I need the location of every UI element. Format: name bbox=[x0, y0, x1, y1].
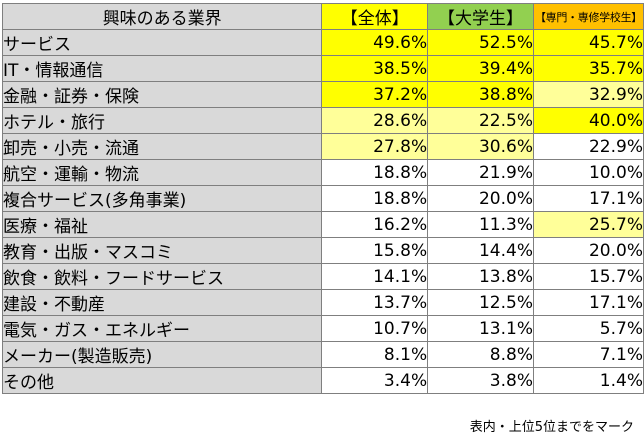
value-cell-vocational: 1.4% bbox=[532, 367, 644, 394]
row-label: サービス bbox=[1, 29, 323, 56]
industry-interest-table: 興味のある業界 【全体】 【大学生】 【専門・専修学校生】 サービス 49.6% 5… bbox=[1, 3, 644, 394]
row-label: その他 bbox=[1, 367, 323, 394]
value-cell-university: 13.1% bbox=[427, 315, 534, 342]
row-label: メーカー(製造販売) bbox=[1, 341, 323, 368]
header-vocational: 【専門・専修学校生】 bbox=[532, 3, 644, 30]
table-row: 卸売・小売・流通 27.8% 30.6% 22.9% bbox=[1, 133, 644, 160]
header-all: 【全体】 bbox=[321, 3, 429, 30]
value-cell-all: 15.8% bbox=[321, 237, 429, 264]
table-row: 金融・証券・保険 37.2% 38.8% 32.9% bbox=[1, 81, 644, 108]
value-cell-university: 3.8% bbox=[427, 367, 534, 394]
value-cell-all: 18.8% bbox=[321, 185, 429, 212]
value-cell-vocational: 5.7% bbox=[532, 315, 644, 342]
value-cell-vocational: 45.7% bbox=[532, 29, 644, 56]
table-body: サービス 49.6% 52.5% 45.7% IT・情報通信 38.5% 39.4% 35.7… bbox=[1, 29, 644, 394]
row-label: 金融・証券・保険 bbox=[1, 81, 323, 108]
table-row: サービス 49.6% 52.5% 45.7% bbox=[1, 29, 644, 56]
row-label: 飲食・飲料・フードサービス bbox=[1, 263, 323, 290]
value-cell-university: 14.4% bbox=[427, 237, 534, 264]
table-row: ホテル・旅行 28.6% 22.5% 40.0% bbox=[1, 107, 644, 134]
value-cell-all: 18.8% bbox=[321, 159, 429, 186]
value-cell-university: 52.5% bbox=[427, 29, 534, 56]
row-label: 教育・出版・マスコミ bbox=[1, 237, 323, 264]
value-cell-university: 8.8% bbox=[427, 341, 534, 368]
row-label: ホテル・旅行 bbox=[1, 107, 323, 134]
value-cell-vocational: 40.0% bbox=[532, 107, 644, 134]
header-university: 【大学生】 bbox=[427, 3, 534, 30]
value-cell-university: 20.0% bbox=[427, 185, 534, 212]
value-cell-all: 14.1% bbox=[321, 263, 429, 290]
table-row: IT・情報通信 38.5% 39.4% 35.7% bbox=[1, 55, 644, 82]
value-cell-vocational: 20.0% bbox=[532, 237, 644, 264]
table-row: 飲食・飲料・フードサービス 14.1% 13.8% 15.7% bbox=[1, 263, 644, 290]
value-cell-university: 11.3% bbox=[427, 211, 534, 238]
table-note: 表内・上位5位までをマーク bbox=[469, 420, 634, 435]
table-row: メーカー(製造販売) 8.1% 8.8% 7.1% bbox=[1, 341, 644, 368]
row-label: IT・情報通信 bbox=[1, 55, 323, 82]
value-cell-vocational: 22.9% bbox=[532, 133, 644, 160]
table-row: 電気・ガス・エネルギー 10.7% 13.1% 5.7% bbox=[1, 315, 644, 342]
value-cell-all: 37.2% bbox=[321, 81, 429, 108]
value-cell-vocational: 35.7% bbox=[532, 55, 644, 82]
table-row: 複合サービス(多角事業) 18.8% 20.0% 17.1% bbox=[1, 185, 644, 212]
value-cell-vocational: 7.1% bbox=[532, 341, 644, 368]
value-cell-vocational: 17.1% bbox=[532, 289, 644, 316]
value-cell-all: 13.7% bbox=[321, 289, 429, 316]
table-row: その他 3.4% 3.8% 1.4% bbox=[1, 367, 644, 394]
table-row: 医療・福祉 16.2% 11.3% 25.7% bbox=[1, 211, 644, 238]
table-row: 建設・不動産 13.7% 12.5% 17.1% bbox=[1, 289, 644, 316]
table-row: 航空・運輸・物流 18.8% 21.9% 10.0% bbox=[1, 159, 644, 186]
row-label: 航空・運輸・物流 bbox=[1, 159, 323, 186]
header-row: 興味のある業界 【全体】 【大学生】 【専門・専修学校生】 bbox=[1, 3, 644, 30]
value-cell-all: 38.5% bbox=[321, 55, 429, 82]
value-cell-university: 21.9% bbox=[427, 159, 534, 186]
value-cell-all: 49.6% bbox=[321, 29, 429, 56]
value-cell-all: 3.4% bbox=[321, 367, 429, 394]
value-cell-all: 27.8% bbox=[321, 133, 429, 160]
value-cell-university: 12.5% bbox=[427, 289, 534, 316]
table-row: 教育・出版・マスコミ 15.8% 14.4% 20.0% bbox=[1, 237, 644, 264]
row-label: 建設・不動産 bbox=[1, 289, 323, 316]
value-cell-all: 8.1% bbox=[321, 341, 429, 368]
row-label: 複合サービス(多角事業) bbox=[1, 185, 323, 212]
row-label: 卸売・小売・流通 bbox=[1, 133, 323, 160]
value-cell-university: 22.5% bbox=[427, 107, 534, 134]
header-industry: 興味のある業界 bbox=[1, 3, 323, 30]
value-cell-vocational: 25.7% bbox=[532, 211, 644, 238]
row-label: 電気・ガス・エネルギー bbox=[1, 315, 323, 342]
value-cell-all: 10.7% bbox=[321, 315, 429, 342]
value-cell-vocational: 10.0% bbox=[532, 159, 644, 186]
value-cell-all: 16.2% bbox=[321, 211, 429, 238]
value-cell-university: 39.4% bbox=[427, 55, 534, 82]
value-cell-university: 13.8% bbox=[427, 263, 534, 290]
value-cell-vocational: 32.9% bbox=[532, 81, 644, 108]
value-cell-vocational: 15.7% bbox=[532, 263, 644, 290]
value-cell-vocational: 17.1% bbox=[532, 185, 644, 212]
row-label: 医療・福祉 bbox=[1, 211, 323, 238]
value-cell-university: 38.8% bbox=[427, 81, 534, 108]
value-cell-university: 30.6% bbox=[427, 133, 534, 160]
value-cell-all: 28.6% bbox=[321, 107, 429, 134]
